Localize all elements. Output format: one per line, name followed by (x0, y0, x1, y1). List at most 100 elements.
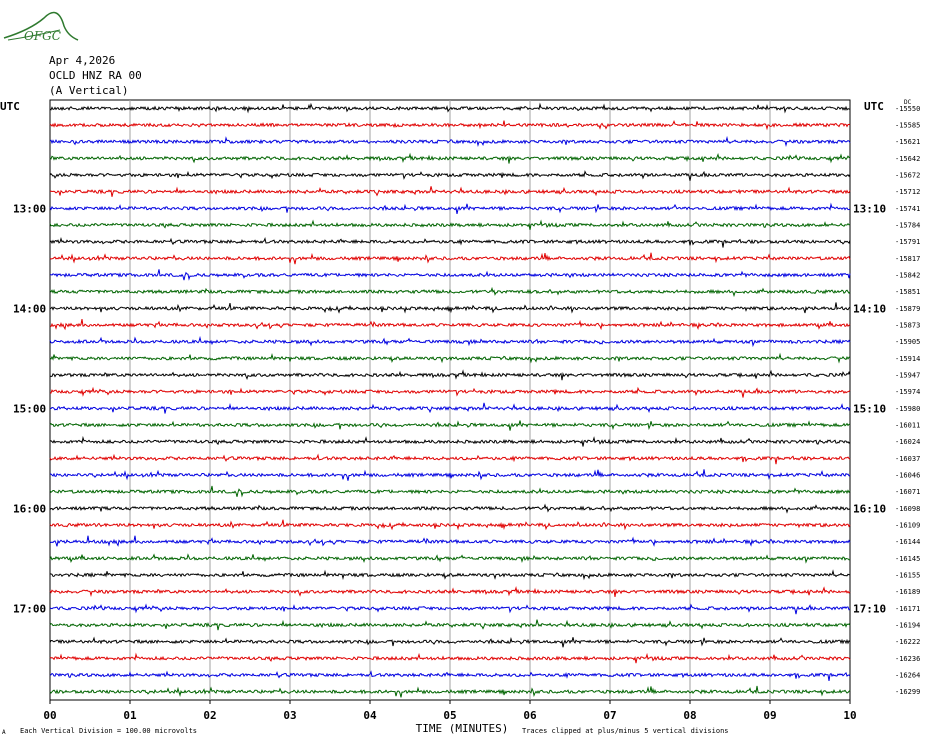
dc-offset-label: -15842 (895, 272, 920, 280)
right-time-label: 15:10 (853, 402, 886, 415)
seismic-trace-row-3 (49, 135, 851, 147)
seismic-trace-row-36 (49, 685, 851, 698)
dc-offset-label: -16046 (895, 472, 920, 480)
right-time-label: 14:10 (853, 302, 886, 315)
left-time-label: 13:00 (13, 202, 46, 215)
dc-offset-label: -16155 (895, 572, 920, 580)
seismic-trace-row-32 (49, 619, 851, 631)
dc-label: DC (904, 99, 912, 106)
seismic-trace-row-23 (49, 469, 851, 481)
dc-offset-label: -16145 (895, 555, 920, 563)
seismic-trace-row-25 (49, 503, 851, 514)
component-label: (A Vertical) (49, 84, 129, 97)
dc-offset-label: -15741 (895, 205, 920, 213)
label-group: 00 01 02 03 04 05 06 07 08 09 10 -15550 -15585 -15621… (13, 105, 920, 722)
seismic-trace-row-17 (49, 369, 851, 381)
dc-offset-label: -15791 (895, 238, 920, 246)
seismic-trace-row-15 (49, 335, 851, 348)
logo-text: OFGC (24, 29, 61, 43)
seismic-trace-row-34 (49, 652, 851, 664)
seismic-trace-row-33 (49, 636, 851, 648)
dc-offset-label: -15642 (895, 155, 920, 163)
dc-offset-label: -15980 (895, 405, 920, 413)
dc-offset-label: -15817 (895, 255, 920, 263)
dc-offset-label: -15585 (895, 122, 920, 130)
dc-offset-label: -16194 (895, 622, 920, 630)
seismic-trace-row-1 (49, 102, 851, 114)
date-label: Apr 4,2026 (49, 54, 116, 67)
dc-offset-label: -16037 (895, 455, 920, 463)
dc-offset-label: -16299 (895, 688, 920, 696)
scale-note: Each Vertical Division = 100.00 microvol… (20, 727, 197, 735)
dc-offset-label: -16024 (895, 438, 920, 446)
seismic-trace-row-8 (49, 219, 851, 230)
dc-offset-label: -15974 (895, 388, 920, 396)
seismic-trace-row-22 (49, 453, 851, 465)
seismic-trace-row-16 (49, 352, 851, 364)
dc-offset-label: -15672 (895, 172, 920, 180)
x-tick-label: 05 (443, 709, 456, 722)
x-tick-label: 03 (283, 709, 296, 722)
seismic-trace-row-27 (49, 535, 851, 547)
seismic-trace-row-29 (49, 569, 850, 581)
right-time-label: 17:10 (853, 602, 886, 615)
clip-note: Traces clipped at plus/minus 5 vertical … (522, 727, 729, 735)
dc-offset-label: -15905 (895, 338, 920, 346)
x-tick-label: 04 (363, 709, 377, 722)
x-tick-label: 01 (123, 709, 137, 722)
left-time-label: 16:00 (13, 502, 46, 515)
seismic-trace-row-35 (49, 670, 851, 681)
dc-offset-label: -16189 (895, 588, 920, 596)
dc-offset-label: -16264 (895, 672, 920, 680)
right-time-label: 13:10 (853, 202, 886, 215)
seismic-trace-row-20 (49, 420, 851, 431)
seismic-trace-row-11 (49, 269, 851, 281)
x-axis-title: TIME (MINUTES) (416, 722, 509, 735)
x-tick-label: 07 (603, 709, 616, 722)
dc-offset-label: -16109 (895, 522, 920, 530)
seismic-trace-row-26 (49, 519, 851, 531)
seismic-trace-row-18 (49, 386, 851, 398)
dc-offset-label: -16098 (895, 505, 920, 513)
seismic-trace-row-19 (49, 402, 851, 414)
utc-left-label: UTC (0, 100, 20, 113)
seismic-trace-row-12 (49, 286, 851, 298)
seismic-trace-row-30 (49, 585, 851, 597)
right-time-label: 16:10 (853, 502, 886, 515)
seismic-trace-row-9 (49, 236, 851, 248)
seismic-trace-row-6 (49, 186, 851, 197)
x-tick-label: 08 (683, 709, 696, 722)
left-time-label: 17:00 (13, 602, 46, 615)
dc-offset-label: -15914 (895, 355, 920, 363)
seismic-trace-row-4 (49, 152, 851, 164)
dc-offset-label: -15621 (895, 138, 920, 146)
scale-marker: A (2, 729, 6, 736)
seismic-trace-row-7 (49, 202, 851, 215)
dc-offset-label: -16144 (895, 538, 920, 546)
ofgc-logo: OFGC (3, 11, 79, 43)
x-tick-label: 09 (763, 709, 776, 722)
dc-offset-label: -16236 (895, 655, 920, 663)
x-tick-label: 02 (203, 709, 216, 722)
dc-offset-label: -15947 (895, 372, 920, 380)
left-time-label: 14:00 (13, 302, 46, 315)
dc-offset-label: -16171 (895, 605, 920, 613)
dc-offset-label: -15784 (895, 222, 920, 230)
dc-offset-label: -16011 (895, 422, 920, 430)
dc-offset-label: -15879 (895, 305, 920, 313)
seismic-trace-row-21 (49, 435, 851, 447)
grid-lines (49, 99, 851, 704)
seismic-trace-row-14 (49, 319, 851, 331)
seismic-trace-row-10 (49, 252, 851, 265)
dc-offset-label: -15851 (895, 288, 920, 296)
dc-offset-label: -15550 (895, 105, 920, 113)
x-tick-label: 06 (523, 709, 537, 722)
seismic-trace-row-24 (49, 485, 851, 498)
x-tick-label: 00 (43, 709, 56, 722)
station-label: OCLD HNZ RA 00 (49, 69, 142, 82)
x-tick-label: 10 (843, 709, 856, 722)
seismic-trace-row-31 (49, 603, 851, 615)
utc-right-label: UTC (864, 100, 884, 113)
dc-offset-label: -15712 (895, 188, 920, 196)
